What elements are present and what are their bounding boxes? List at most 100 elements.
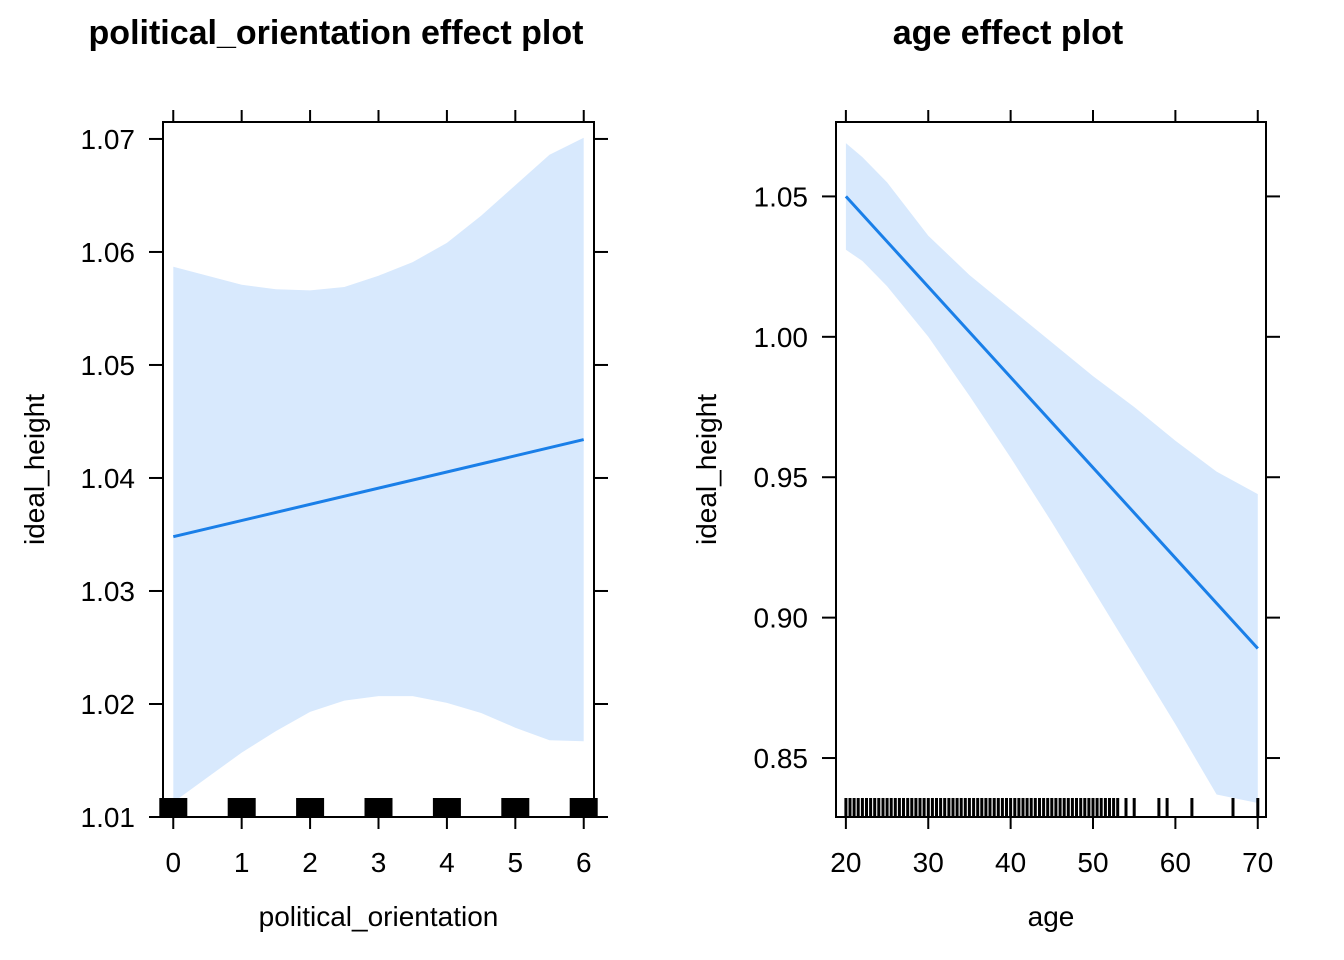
y-tick-label: 1.00 bbox=[754, 322, 809, 353]
rug-mark bbox=[1009, 798, 1013, 817]
rug-mark bbox=[976, 798, 980, 817]
y-tick-label: 0.90 bbox=[754, 603, 809, 634]
rug-mark bbox=[947, 798, 951, 817]
rug-mark bbox=[1050, 798, 1054, 817]
x-axis-label: political_orientation bbox=[259, 901, 499, 932]
rug-mark bbox=[963, 798, 967, 817]
rug-mark bbox=[1042, 798, 1046, 817]
y-tick-label: 1.01 bbox=[81, 802, 136, 833]
rug-mark bbox=[943, 798, 947, 817]
rug-mark bbox=[881, 798, 885, 817]
political-orientation-effect-panel: 0 1 2 3 4 5 6 1.01 1.02 1.03 1.04 1.05 1.06 1.07 polit… bbox=[19, 14, 608, 932]
rug-mark bbox=[1112, 798, 1116, 817]
plot-title: political_orientation effect plot bbox=[89, 14, 584, 52]
rug-mark bbox=[1103, 798, 1107, 817]
y-tick-label: 1.02 bbox=[81, 689, 136, 720]
rug-mark bbox=[955, 798, 959, 817]
y-axis-label: ideal_height bbox=[691, 394, 722, 545]
y-tick-label: 1.03 bbox=[81, 576, 136, 607]
rug-mark bbox=[865, 798, 868, 817]
plot-frame bbox=[835, 121, 1267, 818]
x-tick-label: 4 bbox=[439, 847, 455, 878]
rug-mark bbox=[1132, 798, 1136, 817]
rug-mark bbox=[877, 798, 881, 817]
x-tick-label: 20 bbox=[830, 847, 861, 878]
rug-mark bbox=[1005, 798, 1008, 817]
x-tick-label: 40 bbox=[995, 847, 1026, 878]
rug-mark bbox=[897, 798, 901, 817]
y-tick-label: 1.06 bbox=[81, 237, 136, 268]
rug-mark bbox=[926, 798, 930, 817]
rug-mark bbox=[1066, 798, 1070, 817]
y-axis-label: ideal_height bbox=[19, 394, 50, 545]
rug-mark bbox=[959, 798, 963, 817]
rug-mark bbox=[1013, 798, 1017, 817]
rug-mark bbox=[910, 798, 914, 817]
rug-mark bbox=[902, 798, 905, 817]
rug-mark bbox=[951, 798, 955, 817]
rug-mark bbox=[1054, 798, 1058, 817]
rug-mark bbox=[296, 798, 325, 817]
rug-mark bbox=[988, 798, 992, 817]
rug-mark bbox=[1062, 798, 1066, 817]
rug-mark bbox=[1017, 798, 1021, 817]
x-tick-label: 5 bbox=[508, 847, 524, 878]
rug-mark bbox=[984, 798, 988, 817]
x-tick-label: 1 bbox=[234, 847, 250, 878]
x-tick-label: 2 bbox=[302, 847, 318, 878]
rug-mark bbox=[1070, 798, 1074, 817]
rug-mark bbox=[967, 798, 971, 817]
x-tick-label: 30 bbox=[913, 847, 944, 878]
effect-line bbox=[172, 438, 585, 539]
rug-mark bbox=[873, 798, 877, 817]
rug-mark bbox=[1075, 798, 1078, 817]
effect-line bbox=[844, 195, 1259, 650]
rug-mark bbox=[906, 798, 910, 817]
rug-mark bbox=[1190, 798, 1194, 817]
x-tick-label: 50 bbox=[1077, 847, 1108, 878]
rug-mark bbox=[893, 798, 897, 817]
rug-mark bbox=[432, 798, 461, 817]
y-tick-label: 1.07 bbox=[81, 124, 136, 155]
rug-mark bbox=[159, 798, 188, 817]
rug-mark bbox=[1083, 798, 1087, 817]
rug-mark bbox=[1033, 798, 1037, 817]
rug-mark bbox=[1087, 798, 1091, 817]
rug-mark bbox=[922, 798, 926, 817]
rug-mark bbox=[227, 798, 256, 817]
y-tick-label: 0.95 bbox=[754, 462, 809, 493]
rug-mark bbox=[1046, 798, 1050, 817]
confidence-band bbox=[845, 143, 1258, 804]
rug-mark bbox=[1157, 798, 1161, 817]
rug-mark bbox=[930, 798, 934, 817]
rug-mark bbox=[1021, 798, 1025, 817]
rug-mark bbox=[1165, 798, 1169, 817]
x-tick-label: 6 bbox=[576, 847, 592, 878]
rug-mark bbox=[844, 798, 848, 817]
x-tick-label: 60 bbox=[1160, 847, 1191, 878]
rug-mark bbox=[1095, 798, 1099, 817]
x-tick-label: 70 bbox=[1242, 847, 1273, 878]
rug-mark bbox=[1124, 798, 1128, 817]
rug-mark bbox=[996, 798, 1000, 817]
y-tick-label: 1.04 bbox=[81, 463, 136, 494]
rug-mark bbox=[1000, 798, 1004, 817]
y-tick-label: 0.85 bbox=[754, 743, 809, 774]
rug-mark bbox=[972, 798, 976, 817]
rug-mark bbox=[848, 798, 852, 817]
y-tick-label: 1.05 bbox=[754, 181, 809, 212]
rug-mark bbox=[914, 798, 918, 817]
rug-mark bbox=[569, 798, 598, 817]
rug-mark bbox=[992, 798, 996, 817]
x-tick-label: 3 bbox=[371, 847, 387, 878]
confidence-band bbox=[173, 137, 584, 803]
rug-mark bbox=[918, 798, 922, 817]
rug-mark bbox=[501, 798, 530, 817]
rug-mark bbox=[885, 798, 889, 817]
rug-mark bbox=[1231, 798, 1235, 817]
rug-mark bbox=[1116, 798, 1120, 817]
rug-mark bbox=[1099, 798, 1103, 817]
x-tick-label: 0 bbox=[165, 847, 181, 878]
rug-mark bbox=[1091, 798, 1095, 817]
